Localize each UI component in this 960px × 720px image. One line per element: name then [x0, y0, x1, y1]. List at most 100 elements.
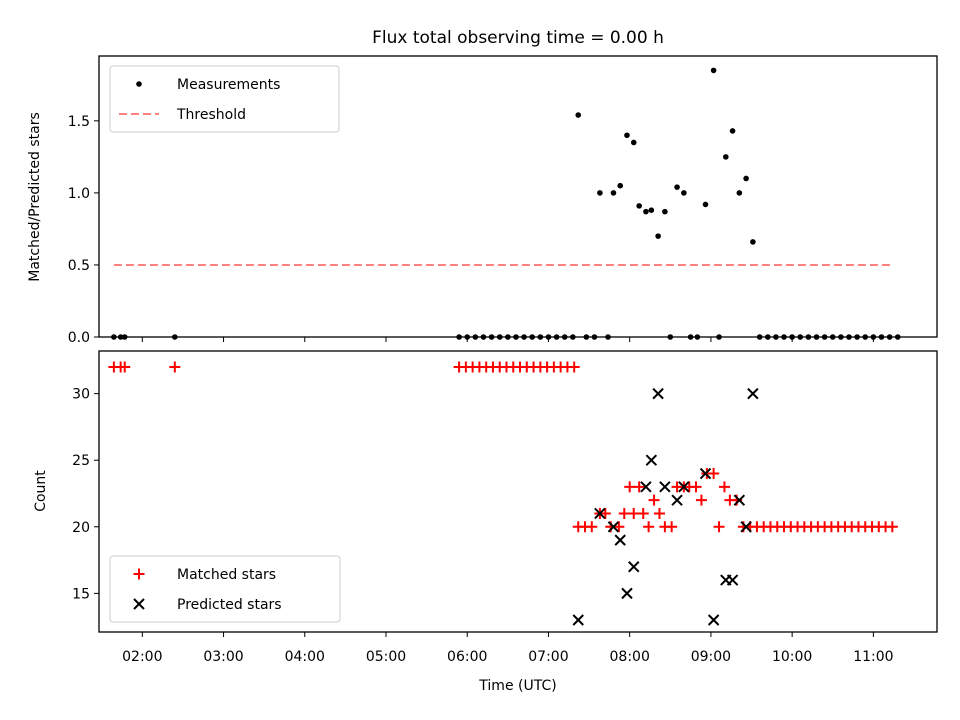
matched-star-marker: [718, 481, 730, 493]
bottom-y-axis-label: Count: [33, 470, 49, 512]
measurement-point: [529, 334, 536, 340]
top-plot-area: [111, 67, 901, 340]
measurement-point: [121, 334, 128, 340]
measurement-point: [648, 207, 655, 213]
matched-star-marker: [169, 361, 181, 373]
predicted-star-marker: [707, 614, 720, 626]
measurement-point: [805, 334, 812, 340]
measurement-point: [488, 334, 495, 340]
x-tick-label: 02:00: [122, 649, 162, 665]
predicted-star-marker: [747, 387, 759, 400]
measurement-point: [862, 334, 869, 340]
matched-star-marker: [695, 494, 707, 506]
matched-star-marker: [586, 521, 598, 533]
legend-dot-marker: [136, 81, 142, 87]
legend-label: Threshold: [176, 107, 246, 123]
x-tick-label: 03:00: [203, 649, 243, 665]
predicted-star-marker: [645, 454, 658, 466]
bottom-legend: Matched stars Predicted stars: [109, 555, 341, 623]
top-y-axis-label: Matched/Predicted stars: [27, 112, 43, 282]
predicted-star-marker: [621, 587, 633, 600]
predicted-star-marker: [726, 574, 739, 586]
measurement-point: [553, 334, 560, 340]
matched-star-marker: [690, 481, 702, 493]
x-tick-label: 08:00: [610, 649, 650, 665]
predicted-star-marker: [572, 614, 584, 626]
measurement-point: [694, 334, 701, 340]
legend-box: [109, 555, 341, 623]
measurement-point: [846, 334, 852, 340]
x-tick-label: 11:00: [853, 649, 893, 665]
measurement-point: [605, 334, 611, 340]
matched-star-marker: [708, 468, 720, 480]
measurement-point: [617, 182, 624, 189]
matched-star-marker: [633, 481, 645, 493]
measurement-point: [630, 139, 637, 146]
legend-label: Matched stars: [177, 567, 276, 583]
measurement-point: [575, 112, 582, 118]
measurement-point: [773, 334, 779, 340]
x-tick-label: 06:00: [447, 649, 487, 665]
measurement-point: [643, 208, 649, 215]
matched-star-marker: [713, 521, 725, 533]
matched-star-marker: [637, 507, 649, 519]
legend-box: [109, 65, 340, 133]
measurement-point: [667, 334, 674, 340]
measurement-point: [687, 334, 694, 340]
y-tick-label: 1.0: [68, 186, 90, 202]
measurement-point: [797, 334, 804, 340]
matched-star-marker: [599, 507, 611, 519]
matched-star-marker: [119, 361, 131, 373]
measurement-point: [610, 190, 617, 196]
matched-star-marker: [666, 521, 678, 533]
legend-plus-marker: [133, 568, 145, 580]
x-tick-label: 07:00: [528, 649, 568, 665]
measurement-point: [723, 154, 729, 160]
measurement-point: [886, 334, 893, 340]
y-tick-label: 1.5: [68, 114, 90, 130]
predicted-star-marker: [678, 481, 690, 493]
top-x-ticks: [141, 337, 874, 342]
bottom-x-ticks: 02:00 03:00 04:00 05:00 06:00 07:00 08:00 09:00…: [122, 632, 894, 665]
measurement-point: [764, 334, 771, 340]
measurement-point: [472, 334, 479, 340]
matched-star-marker: [886, 521, 898, 533]
measurement-point: [583, 334, 590, 340]
measurement-point: [480, 334, 487, 340]
top-y-ticks: 0.0 0.5 1.0 1.5: [68, 114, 99, 346]
measurement-point: [702, 201, 709, 208]
measurement-point: [878, 334, 885, 340]
y-tick-label: 0.0: [68, 330, 90, 346]
measurement-point: [756, 334, 763, 340]
top-legend: Measurements Threshold: [109, 65, 340, 133]
legend-label: Measurements: [177, 77, 280, 93]
x-tick-label: 10:00: [772, 649, 812, 665]
measurement-point: [597, 190, 603, 196]
measurement-point: [736, 190, 743, 196]
measurement-point: [729, 128, 736, 134]
y-tick-label: 0.5: [68, 258, 90, 274]
measurement-point: [750, 239, 756, 245]
measurement-point: [781, 334, 787, 340]
measurement-point: [854, 334, 860, 340]
measurement-point: [505, 334, 511, 340]
predicted-star-marker: [640, 481, 652, 493]
measurement-point: [838, 334, 844, 340]
predicted-star-marker: [628, 561, 640, 573]
measurement-point: [117, 334, 124, 340]
predicted-star-marker: [659, 481, 671, 493]
matched-star-marker: [618, 507, 630, 519]
predicted-star-marker: [733, 494, 746, 506]
matched-star-marker: [628, 507, 640, 519]
measurement-point: [821, 334, 828, 340]
measurement-point: [513, 334, 519, 340]
predicted-star-marker: [652, 387, 664, 400]
matched-star-marker: [643, 521, 655, 533]
measurement-point: [537, 334, 544, 340]
bottom-y-ticks: 15 20 25 30: [72, 387, 99, 602]
matched-star-marker: [648, 494, 660, 506]
measurement-point: [655, 233, 661, 239]
measurement-point: [674, 184, 680, 190]
